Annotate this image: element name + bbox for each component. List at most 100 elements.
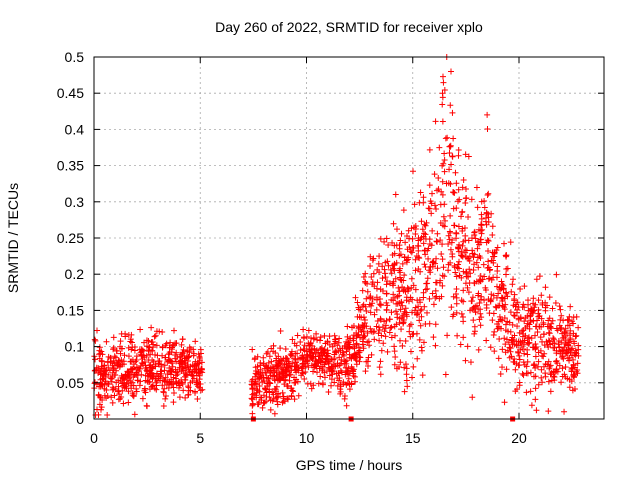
- data-point: [422, 231, 429, 238]
- y-tick-label: 0.25: [57, 230, 84, 246]
- data-point: [514, 323, 521, 330]
- data-point: [131, 411, 138, 418]
- data-point: [489, 231, 496, 238]
- data-point: [525, 340, 532, 347]
- data-point: [358, 314, 365, 321]
- data-point: [566, 322, 573, 329]
- data-point: [543, 338, 550, 345]
- data-point: [531, 361, 538, 368]
- data-point: [499, 294, 506, 301]
- data-point: [404, 284, 411, 291]
- data-point: [471, 228, 478, 235]
- data-point: [483, 221, 490, 228]
- data-point: [277, 345, 284, 352]
- data-point: [559, 352, 566, 359]
- data-point: [542, 284, 549, 291]
- data-point: [551, 374, 558, 381]
- data-point: [337, 367, 344, 374]
- data-point: [465, 213, 472, 220]
- data-point: [287, 371, 294, 378]
- data-point: [360, 273, 367, 280]
- data-point: [368, 351, 375, 358]
- data-point: [185, 354, 192, 361]
- data-point: [476, 241, 483, 248]
- data-point: [169, 363, 176, 370]
- data-point: [477, 236, 484, 243]
- data-point: [170, 384, 177, 391]
- data-point: [257, 394, 264, 401]
- data-point: [447, 212, 454, 219]
- data-point: [291, 396, 298, 403]
- data-point: [367, 253, 374, 260]
- data-point: [511, 291, 518, 298]
- data-point: [445, 240, 452, 247]
- data-point: [274, 398, 281, 405]
- data-point: [405, 227, 412, 234]
- data-point: [130, 365, 137, 372]
- data-point: [269, 397, 276, 404]
- data-point: [193, 379, 200, 386]
- data-point: [499, 281, 506, 288]
- data-point: [178, 351, 185, 358]
- data-point: [471, 229, 478, 236]
- data-point: [411, 201, 418, 208]
- data-point: [490, 310, 497, 317]
- data-point: [420, 240, 427, 247]
- data-point: [386, 316, 393, 323]
- data-point: [558, 339, 565, 346]
- data-point: [288, 393, 295, 400]
- data-point: [128, 339, 135, 346]
- data-point: [299, 356, 306, 363]
- data-point: [422, 286, 429, 293]
- data-point: [532, 396, 539, 403]
- data-point: [557, 326, 564, 333]
- data-point: [432, 294, 439, 301]
- data-point: [155, 375, 162, 382]
- data-point: [430, 334, 437, 341]
- data-point: [491, 348, 498, 355]
- data-point: [516, 356, 523, 363]
- data-point: [325, 350, 332, 357]
- data-point: [262, 385, 269, 392]
- data-point: [433, 238, 440, 245]
- data-point: [558, 379, 565, 386]
- data-point: [317, 337, 324, 344]
- data-point: [566, 384, 573, 391]
- data-point: [437, 277, 444, 284]
- data-point: [126, 371, 133, 378]
- data-point: [371, 336, 378, 343]
- data-point: [418, 218, 425, 225]
- data-point: [340, 349, 347, 356]
- data-point: [282, 345, 289, 352]
- data-point: [110, 385, 117, 392]
- data-point: [410, 363, 417, 370]
- data-point: [453, 286, 460, 293]
- data-point: [447, 229, 454, 236]
- data-point: [462, 280, 469, 287]
- data-point: [393, 308, 400, 315]
- data-point: [403, 257, 410, 264]
- data-point: [379, 287, 386, 294]
- y-axis-label: SRMTID / TECUs: [5, 183, 21, 293]
- data-point: [442, 135, 449, 142]
- data-point: [451, 262, 458, 269]
- data-point: [459, 184, 466, 191]
- data-point: [145, 347, 152, 354]
- data-point: [447, 102, 454, 109]
- data-point: [562, 325, 569, 332]
- data-point: [494, 263, 501, 270]
- data-point: [335, 377, 342, 384]
- data-point: [375, 260, 382, 267]
- data-point: [446, 166, 453, 173]
- data-point: [570, 362, 577, 369]
- data-point: [501, 240, 508, 247]
- data-point: [259, 404, 266, 411]
- data-point: [408, 249, 415, 256]
- data-point: [381, 328, 388, 335]
- data-point: [476, 299, 483, 306]
- data-point: [318, 346, 325, 353]
- data-point: [491, 250, 498, 257]
- data-point: [403, 365, 410, 372]
- data-point: [534, 317, 541, 324]
